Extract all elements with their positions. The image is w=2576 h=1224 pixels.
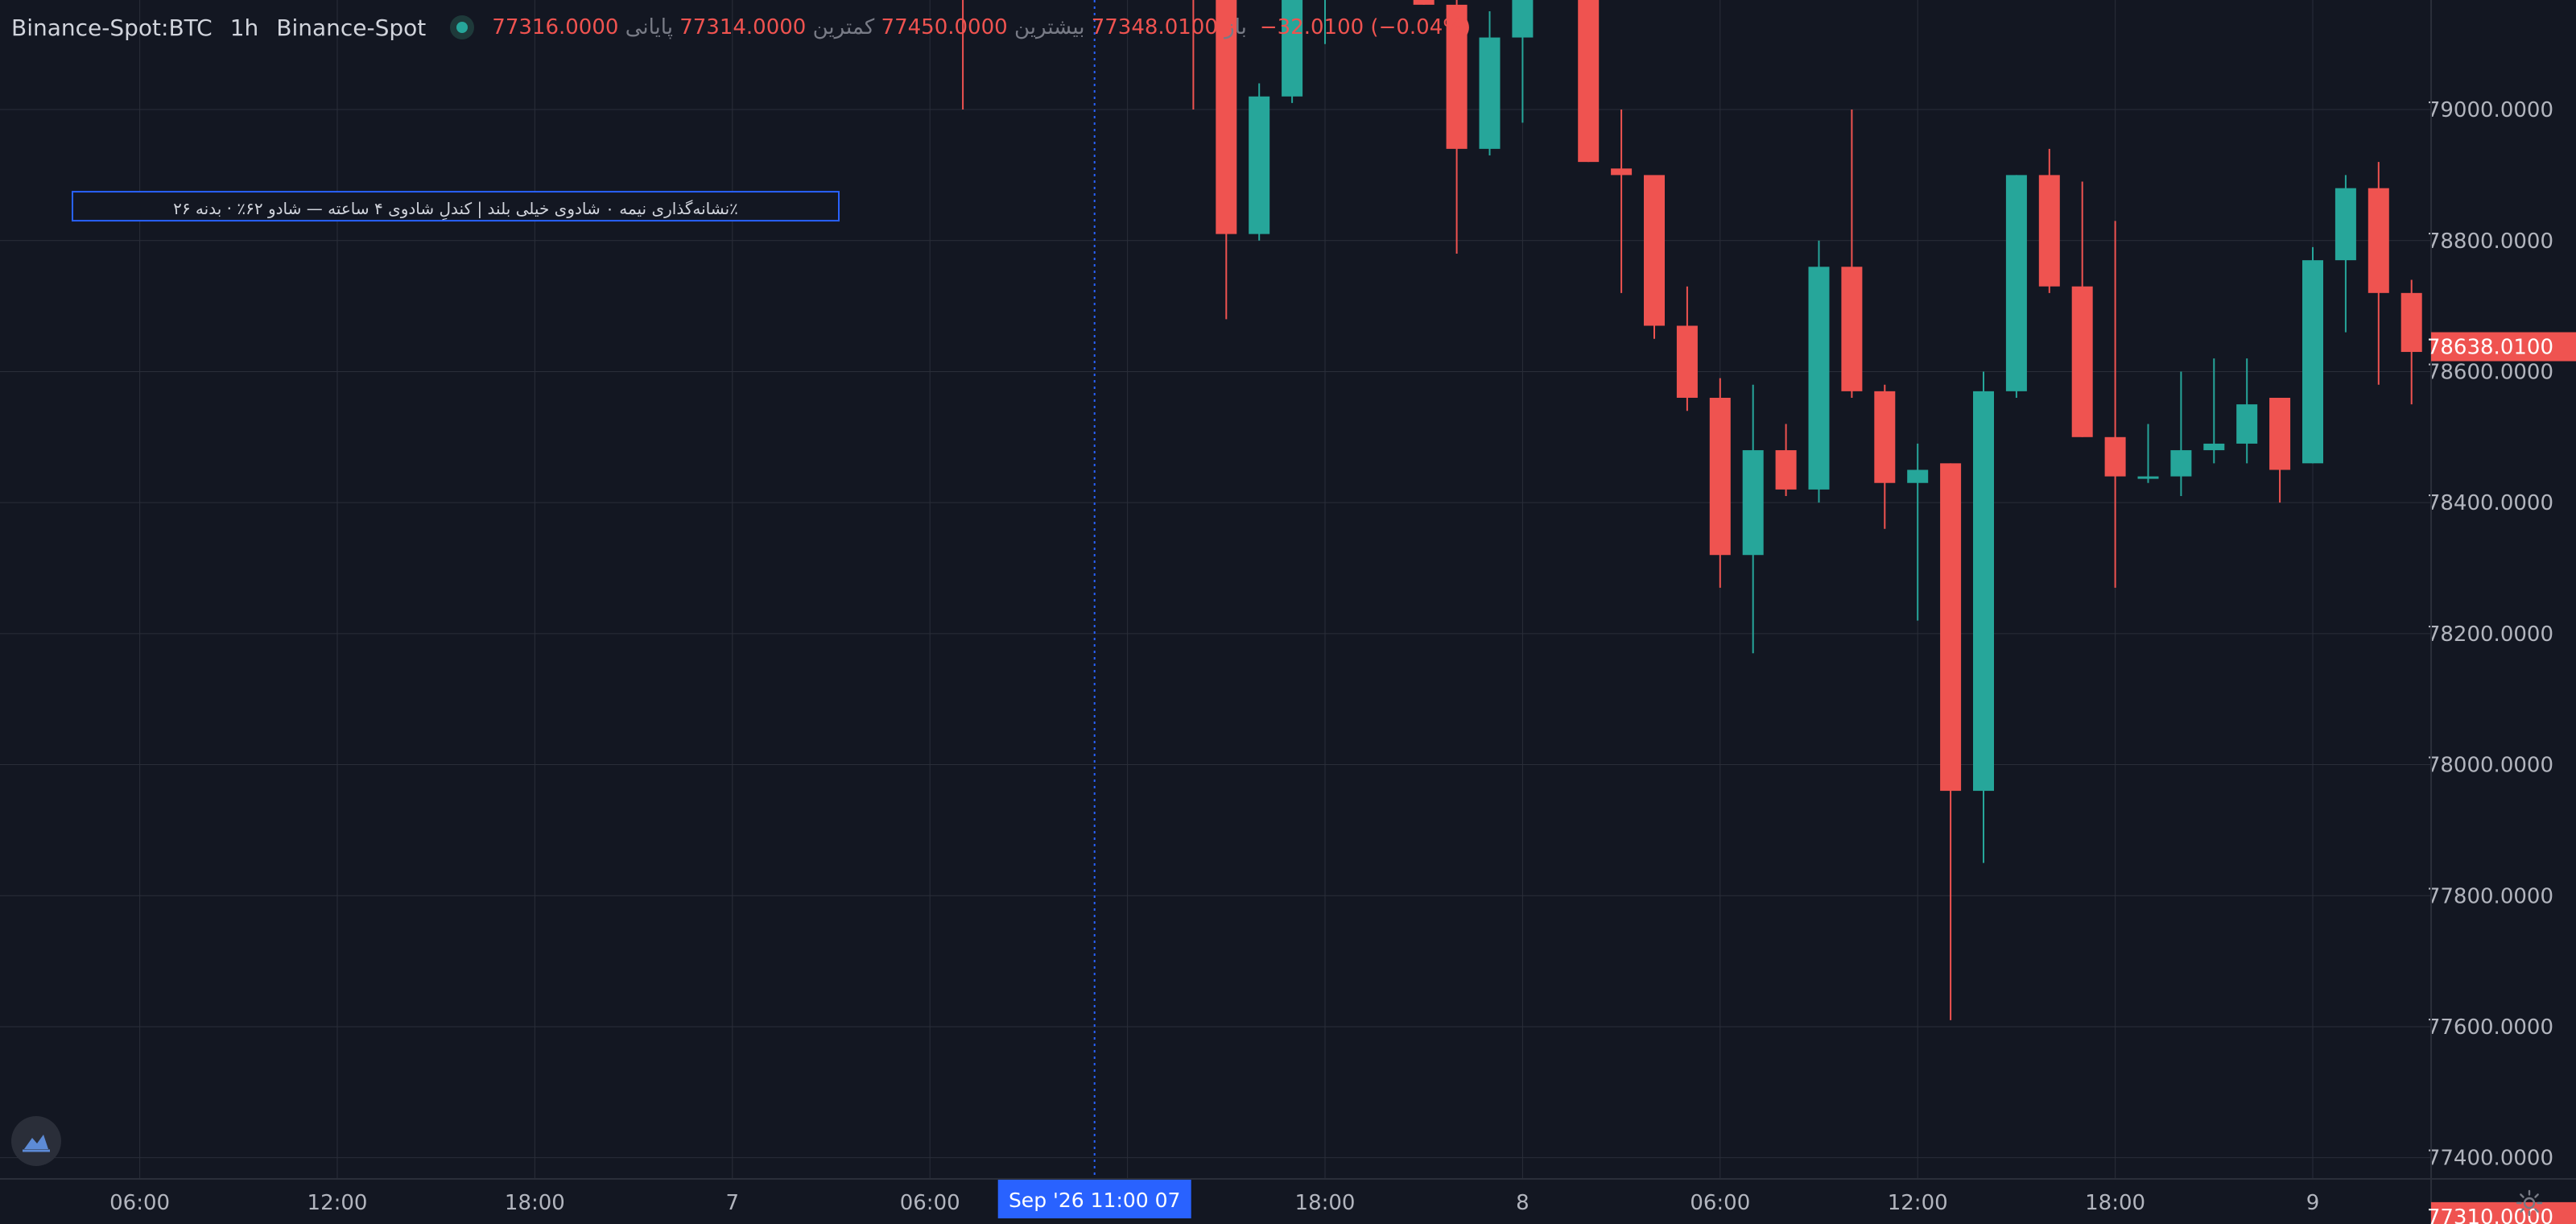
candle-body[interactable] [2104,436,2126,477]
legend-symbol[interactable]: Binance-Spot:BTC [11,14,213,41]
time-tick-label: 06:00 [109,1191,170,1215]
close-label: پایانی [625,15,673,39]
market-status-icon[interactable] [450,15,475,39]
time-tick-label: 18:00 [2085,1191,2145,1215]
candle-body[interactable] [2334,188,2356,261]
candle-body[interactable] [1742,450,1764,556]
tradingview-logo-icon[interactable] [11,1116,61,1166]
gear-icon[interactable] [2515,1189,2544,1218]
price-tick-label: 78800.0000 [2427,229,2553,254]
candle-body[interactable] [1676,325,1698,398]
candle-body[interactable] [1413,0,1435,5]
candle-body[interactable] [2368,188,2389,293]
high-value: 77450.0000 [881,15,1008,39]
open-label: باز [1224,15,1247,39]
candle-body[interactable] [1512,0,1534,38]
candle-body[interactable] [2071,286,2093,437]
high-label: بیشترین [1013,15,1085,39]
candle-body[interactable] [1446,4,1468,149]
time-tick-label: 18:00 [1295,1191,1356,1215]
candle-body[interactable] [1841,267,1863,391]
candle-body[interactable] [1644,175,1665,326]
change-value: −32.0100 (−0.04%) [1259,15,1472,39]
annotation-frame [72,191,840,222]
candle-body[interactable] [1775,450,1797,490]
candle-body[interactable] [1282,0,1303,97]
chart-overlays: کندل سیگنالنیمهٔ باکس٪نشانه‌گذاری نیمه ۰… [72,0,1096,1179]
price-tick-label: 78600.0000 [2427,360,2553,384]
candle-body[interactable] [1808,267,1830,490]
candlestick-series[interactable] [0,0,2422,1020]
candle-body[interactable] [1611,168,1633,176]
candle-body[interactable] [1479,37,1501,149]
candle-body[interactable] [2170,450,2192,477]
price-tick-label: 77800.0000 [2427,884,2553,908]
legend-ohlc: باز 77348.0100 بیشترین 77450.0000 کمترین… [492,15,1247,39]
candle-body[interactable] [1973,391,1994,792]
crosshair-time-badge-bg [997,1180,1191,1218]
legend-exchange: Binance-Spot [276,14,427,41]
candle-body[interactable] [1940,463,1962,792]
legend-interval[interactable]: 1h [229,14,259,41]
price-tick-label: 77600.0000 [2427,1015,2553,1040]
candle-body[interactable] [1709,397,1731,556]
time-tick-label: 12:00 [1888,1191,1948,1215]
time-tick-label: 18:00 [505,1191,565,1215]
candle-body[interactable] [1578,0,1600,163]
time-tick-label: 8 [1516,1191,1530,1215]
close-value: 77316.0000 [492,15,619,39]
candle-body[interactable] [2302,260,2323,464]
candle-body[interactable] [2038,175,2060,287]
time-tick-label: 06:00 [900,1191,960,1215]
candle-body[interactable] [2269,397,2291,470]
price-tick-label: 79000.0000 [2427,98,2553,122]
candle-body[interactable] [1907,469,1929,483]
open-value: 77348.0100 [1091,15,1218,39]
crosshair-time-label: Sep '26 11:00 07 [1009,1189,1181,1212]
time-tick-label: 06:00 [1690,1191,1750,1215]
time-tick-label: 7 [726,1191,740,1215]
price-tick-label: 78000.0000 [2427,754,2553,778]
candle-body[interactable] [1874,391,1896,483]
candle-body[interactable] [2203,443,2225,451]
price-tick-label: 77400.0000 [2427,1147,2553,1171]
candle-body[interactable] [2401,292,2422,353]
candle-body[interactable] [1216,0,1237,234]
low-value: 77314.0000 [679,15,807,39]
candle-body[interactable] [2005,175,2027,391]
time-tick-label: 12:00 [308,1191,368,1215]
annotation-text: ٪نشانه‌گذاری نیمه ۰ شادوی خیلی بلند | کن… [173,199,738,220]
time-tick-label: 9 [2306,1191,2320,1215]
symbol-legend: Binance-Spot:BTC 1h Binance-Spot باز 773… [11,10,1471,45]
candle-body[interactable] [2236,404,2258,444]
price-tick-label: 78200.0000 [2427,622,2553,647]
bottom-price-badge-bg [2431,1201,2576,1224]
last-price-badge-bg [2431,332,2576,362]
price-tick-label: 78400.0000 [2427,491,2553,515]
low-label: کمترین [812,15,875,39]
candle-body[interactable] [2137,476,2159,479]
candle-body[interactable] [1249,96,1270,234]
chart-grid [0,0,2431,1179]
last-price-badge: 78638.0100 [2427,336,2553,360]
